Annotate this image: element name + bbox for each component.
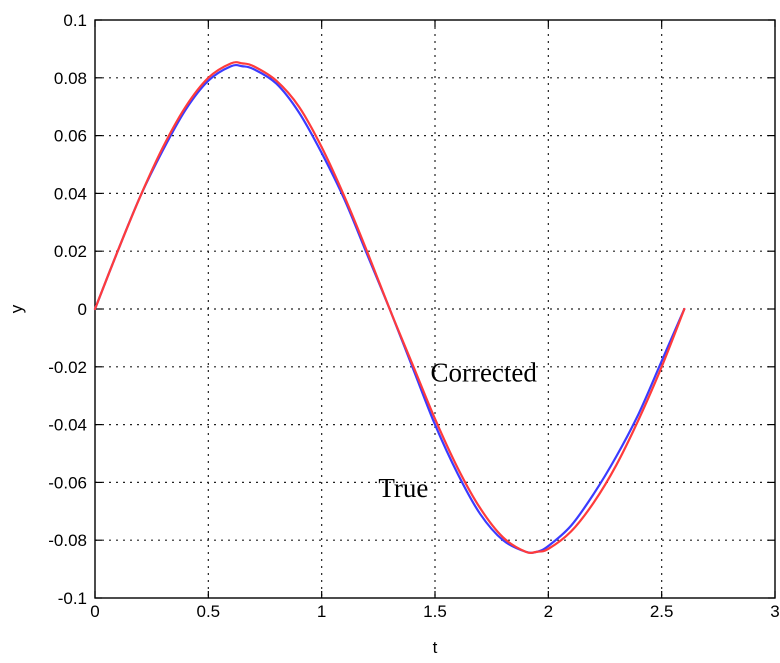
x-tick-label: 3 <box>770 602 779 621</box>
series-layer <box>93 61 686 555</box>
y-tick-label: -0.06 <box>48 473 87 492</box>
y-axis-label: y <box>7 304 26 313</box>
y-tick-label: -0.08 <box>48 531 87 550</box>
x-tick-label: 0 <box>90 602 99 621</box>
x-axis-label: t <box>433 638 438 657</box>
x-tick-label: 2 <box>544 602 553 621</box>
y-tick-label: 0.04 <box>54 184 87 203</box>
annotation-corrected: Corrected <box>430 357 537 387</box>
x-tick-label: 0.5 <box>197 602 221 621</box>
x-tick-label: 2.5 <box>650 602 674 621</box>
series-line-corrected <box>93 61 686 555</box>
tick-marks <box>94 19 776 599</box>
y-tick-label: 0.02 <box>54 242 87 261</box>
x-tick-labels: 0 0.5 1 1.5 2 2.5 3 <box>90 602 779 621</box>
x-tick-label: 1.5 <box>423 602 447 621</box>
y-tick-label: 0 <box>78 300 87 319</box>
y-tick-label: -0.02 <box>48 358 87 377</box>
x-tick-label: 1 <box>317 602 326 621</box>
y-tick-label: 0.08 <box>54 69 87 88</box>
y-tick-label: -0.1 <box>58 589 87 608</box>
annotation-true: True <box>378 473 428 503</box>
y-tick-label: -0.04 <box>48 416 87 435</box>
y-tick-label: 0.06 <box>54 127 87 146</box>
y-tick-label: 0.1 <box>63 11 87 30</box>
y-tick-labels: 0.1 0.08 0.06 0.04 0.02 0 -0.02 -0.04 -0.06 -0.08… <box>48 11 87 608</box>
